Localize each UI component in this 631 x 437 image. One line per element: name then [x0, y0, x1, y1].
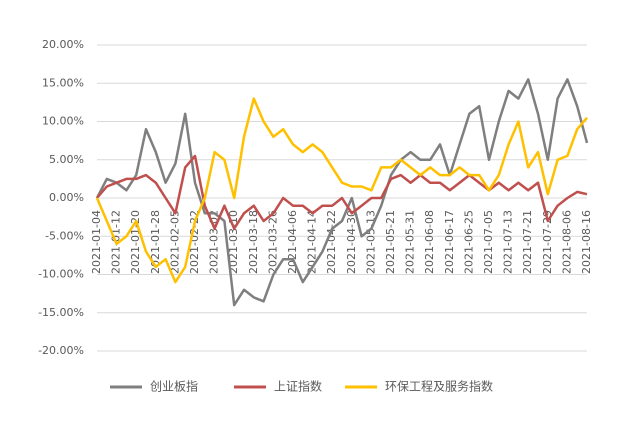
- x-tick-label: 2021-03-02: [208, 210, 221, 274]
- y-tick-label: 10.00%: [42, 115, 84, 128]
- line-series: [95, 97, 588, 284]
- x-tick-label: 2021-08-06: [560, 210, 573, 274]
- y-tick-label: -15.00%: [38, 306, 84, 319]
- y-tick-label: -20.00%: [38, 344, 84, 357]
- y-tick-label: -5.00%: [45, 229, 84, 242]
- y-tick-label: 15.00%: [42, 76, 84, 89]
- x-tick-label: 2021-07-05: [482, 210, 495, 274]
- y-tick-label: 0.00%: [49, 191, 84, 204]
- x-tick-label: 2021-06-08: [423, 210, 436, 274]
- x-tick-label: 2021-04-06: [286, 210, 299, 274]
- x-tick-label: 2021-02-05: [168, 210, 181, 274]
- x-tick-label: 2021-05-31: [404, 210, 417, 274]
- x-tick-label: 2021-01-28: [149, 210, 162, 274]
- x-tick-label: 2021-07-21: [521, 210, 534, 274]
- x-tick-label: 2021-02-22: [188, 210, 201, 274]
- x-tick-label: 2021-03-26: [266, 210, 279, 274]
- x-tick-label: 2021-08-16: [580, 210, 593, 274]
- y-tick-label: 5.00%: [49, 153, 84, 166]
- legend-label: 创业板指: [150, 379, 198, 394]
- x-tick-label: 2021-04-30: [345, 210, 358, 274]
- x-tick-label: 2021-03-18: [247, 210, 260, 274]
- x-tick-label: 2021-01-04: [90, 210, 103, 274]
- x-tick-label: 2021-05-21: [384, 210, 397, 274]
- line-series: [96, 154, 588, 230]
- x-tick-label: 2021-07-29: [541, 210, 554, 274]
- line-series: [95, 78, 589, 307]
- legend-label: 上证指数: [274, 379, 322, 394]
- x-tick-label: 2021-05-13: [364, 210, 377, 274]
- x-tick-label: 2021-06-25: [462, 210, 475, 274]
- x-tick-label: 2021-04-14: [306, 210, 319, 274]
- x-tick-label: 2021-06-17: [443, 210, 456, 274]
- legend: 创业板指 上证指数 环保工程及服务指数: [110, 379, 493, 394]
- y-tick-label: 20.00%: [42, 38, 84, 51]
- x-tick-label: 2021-01-20: [129, 210, 142, 274]
- legend-label: 环保工程及服务指数: [385, 379, 493, 394]
- y-tick-label: -10.00%: [38, 268, 84, 281]
- x-tick-label: 2021-07-13: [502, 210, 515, 274]
